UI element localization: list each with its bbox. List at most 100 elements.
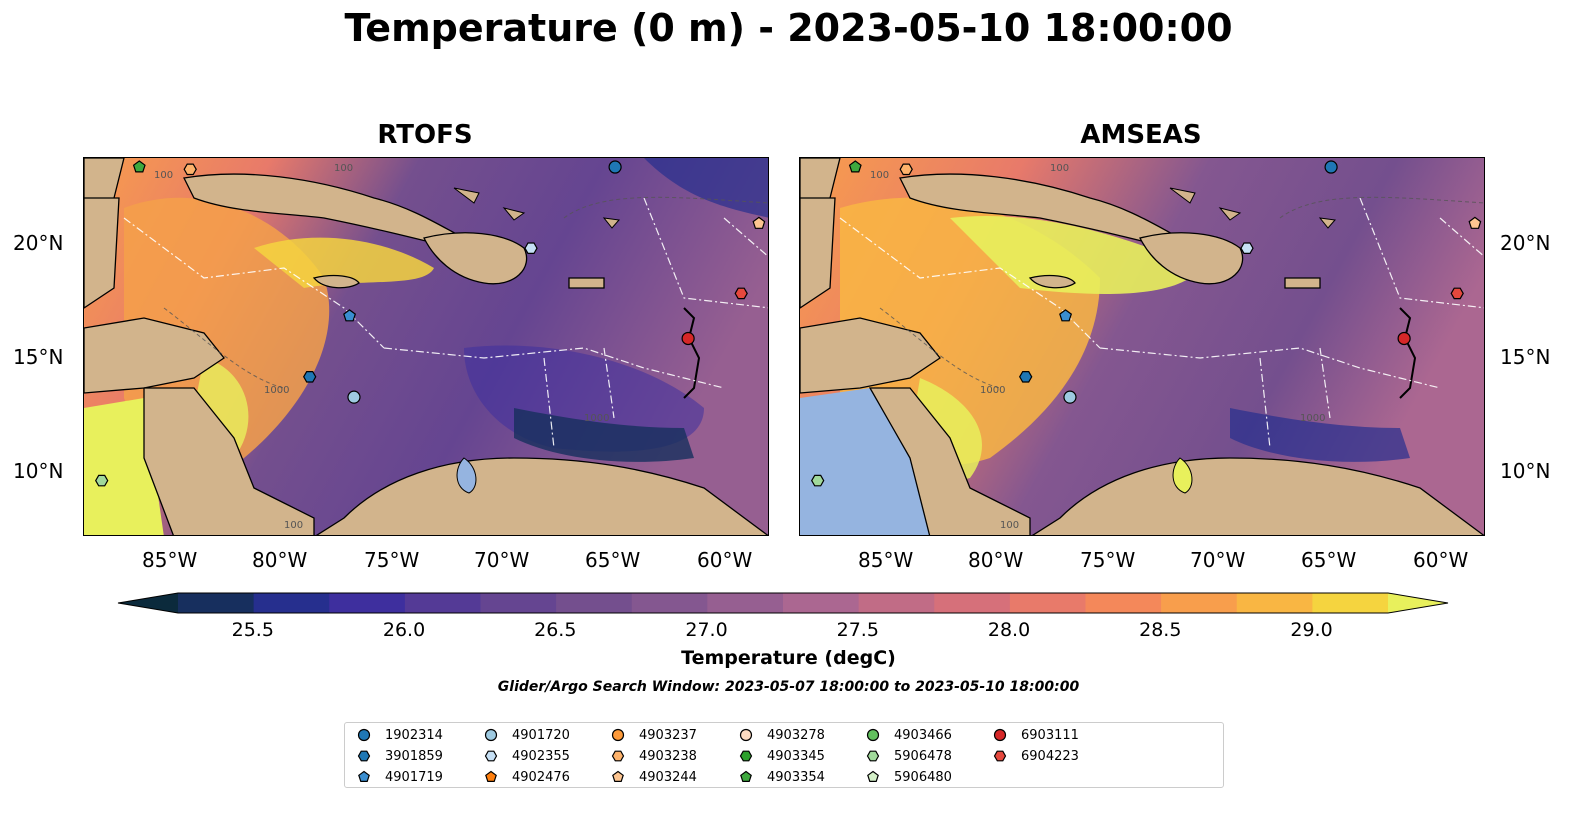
colorbar-bin [253, 593, 330, 613]
hispaniola-island [1139, 232, 1244, 285]
lon-tick: 70°W [1190, 548, 1246, 572]
legend-label: 4901720 [512, 727, 570, 743]
lake-maracaibo [456, 457, 477, 494]
hexagon-marker-icon [866, 750, 880, 762]
colorbar-tick-label: 29.0 [1290, 619, 1333, 641]
bahamas-islands [453, 187, 620, 229]
land-mass [143, 387, 315, 535]
float-marker-6903111[interactable] [1397, 331, 1411, 346]
hexagon-marker-icon [993, 750, 1007, 762]
circle-marker-icon [866, 728, 880, 742]
float-marker-6903111[interactable] [681, 331, 695, 346]
legend-label: 4903278 [767, 727, 825, 743]
cool-water-region [514, 408, 694, 462]
legend-entry-4903466: 4903466 [866, 725, 952, 745]
colorbar-extend-high [1388, 593, 1448, 613]
lesser-antilles [683, 307, 701, 399]
float-marker-6904223[interactable] [734, 287, 748, 300]
hexagon-marker-icon [611, 750, 625, 762]
float-markers[interactable] [95, 160, 766, 487]
lon-tick: 65°W [585, 548, 641, 572]
float-marker-4903354[interactable] [132, 160, 146, 173]
colorbar-bin [480, 593, 557, 613]
colorbar-bin [1009, 593, 1086, 613]
hexagon-marker-icon [357, 750, 371, 762]
bahamas-islands [1169, 187, 1336, 229]
colorbar-extend-low [118, 593, 178, 613]
colorbar-title: Temperature (degC) [681, 647, 896, 669]
float-marker-4903238[interactable] [899, 163, 913, 176]
colorbar-bin [858, 593, 935, 613]
warm-water-region [950, 216, 1200, 294]
hispaniola-island [423, 232, 528, 285]
eez-boundaries [839, 197, 1484, 449]
float-markers[interactable] [811, 160, 1482, 487]
colorbar-tick-label: 27.5 [836, 619, 879, 641]
colorbar-tick-label: 28.0 [987, 619, 1031, 641]
float-marker-6904223[interactable] [1450, 287, 1464, 300]
float-marker-4902355[interactable] [1240, 242, 1254, 255]
colorbar-bin [404, 593, 481, 613]
land-mass [84, 317, 225, 394]
legend-entry-4902476: 4902476 [484, 767, 570, 787]
land-mass [800, 317, 941, 394]
jamaica-island [1028, 274, 1076, 289]
legend-label: 5906478 [894, 748, 952, 764]
panel-title-rtofs: RTOFS [377, 120, 473, 150]
circle-marker-icon [739, 728, 753, 742]
colorbar-bin [707, 593, 784, 613]
legend-entry-4903345: 4903345 [739, 746, 825, 766]
bathymetry-contours [163, 196, 768, 389]
map-panel-amseas[interactable]: 100 1000 100 1000 100 [799, 157, 1485, 536]
lon-tick: 85°W [858, 548, 914, 572]
circle-marker-icon [484, 728, 498, 742]
pentagon-marker-icon [612, 770, 624, 782]
land-mass [800, 197, 836, 309]
lon-tick: 80°W [968, 548, 1024, 572]
float-marker-4903238[interactable] [183, 163, 197, 176]
legend-entry-6904223: 6904223 [993, 746, 1079, 766]
float-marker-4901720[interactable] [347, 390, 361, 404]
lon-tick: 75°W [364, 548, 420, 572]
lon-tick: 75°W [1080, 548, 1136, 572]
colorbar-bin [178, 593, 255, 613]
lon-tick: 70°W [474, 548, 530, 572]
lat-tick-left: 15°N [13, 345, 64, 369]
legend-label: 4903354 [767, 769, 825, 785]
float-marker-4901719[interactable] [343, 309, 357, 322]
float-marker-4903244[interactable] [1468, 216, 1482, 229]
float-marker-5906478[interactable] [95, 474, 109, 487]
float-marker-3901859[interactable] [303, 371, 317, 383]
legend-label: 6904223 [1021, 748, 1079, 764]
legend-label: 4903244 [639, 769, 697, 785]
panel-title-amseas: AMSEAS [1080, 120, 1202, 150]
legend-entry-4903237: 4903237 [611, 725, 697, 745]
map-panel-rtofs[interactable]: 100 1000 100 1000 100 [83, 157, 769, 536]
contour-label: 100 [1050, 163, 1069, 174]
colorbar-bin [783, 593, 860, 613]
colorbar-bin [1312, 593, 1389, 613]
outside-model-domain [800, 388, 930, 535]
float-marker-3901859[interactable] [1019, 371, 1033, 383]
pentagon-marker-icon [485, 770, 497, 782]
colorbar-bin [1236, 593, 1313, 613]
float-marker-4902355[interactable] [524, 242, 538, 255]
contour-labels: 100 1000 100 1000 100 [870, 163, 1325, 531]
search-window-text: Glider/Argo Search Window: 2023-05-07 18… [497, 679, 1080, 695]
colorbar-swatches [117, 592, 1449, 614]
float-marker-5906478[interactable] [811, 474, 825, 487]
legend-entry-4903244: 4903244 [611, 767, 697, 787]
lon-tick: 80°W [252, 548, 308, 572]
legend-label: 4902355 [512, 748, 570, 764]
cool-water-region [1230, 408, 1410, 462]
legend-label: 4903466 [894, 727, 952, 743]
float-marker-4901720[interactable] [1063, 390, 1077, 404]
float-marker-1902314[interactable] [608, 160, 622, 174]
float-marker-4903354[interactable] [848, 160, 862, 173]
pentagon-marker-icon [740, 770, 752, 782]
contour-label: 1000 [264, 385, 289, 396]
float-marker-4903244[interactable] [752, 216, 766, 229]
lon-tick: 85°W [142, 548, 198, 572]
float-marker-4901719[interactable] [1059, 309, 1073, 322]
float-marker-1902314[interactable] [1324, 160, 1338, 174]
